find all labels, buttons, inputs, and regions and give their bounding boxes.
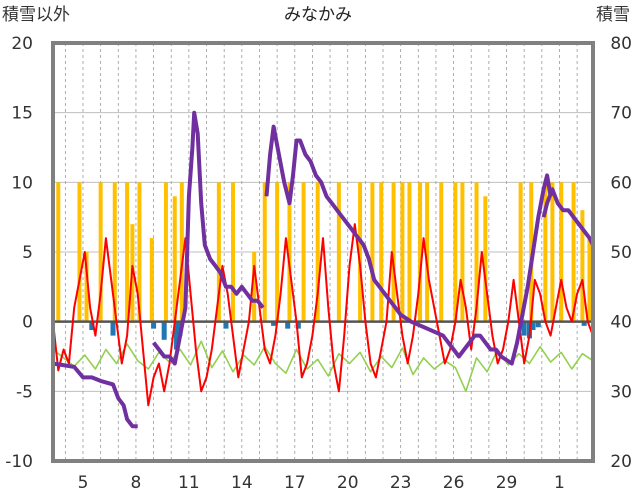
sunshine-bar — [125, 182, 130, 322]
snow_depth-line — [152, 110, 265, 366]
y-right-tick: 80 — [610, 34, 632, 54]
sunshine-bar — [379, 182, 384, 322]
sunshine-bar — [179, 182, 184, 322]
sunshine-bar — [275, 182, 280, 322]
precipitation-bar — [295, 321, 301, 329]
y-right-tick: 40 — [610, 313, 632, 333]
sunshine-bar — [518, 182, 523, 322]
snow_depth-line — [52, 361, 138, 429]
sunshine-bar — [400, 182, 405, 322]
sunshine-bar — [543, 182, 548, 322]
x-tick: 20 — [337, 473, 359, 493]
sunshine-bar — [112, 182, 117, 322]
sunshine-bar — [98, 182, 103, 322]
sunshine-bar — [56, 182, 61, 322]
sunshine-bar — [418, 182, 423, 322]
sunshine-bar — [453, 182, 458, 322]
sunshine-bar — [460, 182, 465, 322]
sunshine-bar — [439, 182, 444, 322]
precipitation-bar — [530, 321, 536, 331]
x-tick: 17 — [284, 473, 306, 493]
x-tick: 26 — [443, 473, 465, 493]
x-tick: 11 — [178, 473, 200, 493]
sunshine-bar — [252, 252, 257, 322]
x-tick: 5 — [78, 473, 89, 493]
line-series — [52, 110, 595, 429]
sunshine-bar — [315, 182, 320, 322]
precipitation-bar — [285, 321, 291, 329]
sunshine-bar — [580, 210, 585, 322]
sunshine-bar — [587, 238, 592, 322]
precipitation-bar — [271, 321, 277, 326]
sunshine-bar — [550, 182, 555, 322]
y-left-tick: -10 — [5, 452, 33, 472]
sunshine-bar — [571, 182, 576, 322]
x-tick: 8 — [131, 473, 142, 493]
sunshine-bar — [483, 196, 488, 322]
plot-frame — [51, 41, 595, 463]
y-left-tick: 10 — [11, 173, 33, 193]
precipitation-bar — [581, 321, 587, 326]
sunshine-bar — [84, 252, 89, 322]
sunshine-bar — [163, 182, 168, 322]
sunshine-bar — [149, 238, 154, 322]
temp_max-line — [52, 223, 594, 407]
precipitation-bar — [223, 321, 229, 329]
snow_depth-line — [541, 187, 595, 246]
x-tick: 29 — [496, 473, 518, 493]
sunshine-bar — [231, 182, 235, 322]
y-left-tick: -5 — [16, 382, 33, 402]
tick-labels: -10 -5 0 5 10 15 20 20 30 40 50 60 70 80 5 8 11 14 17 20 23 2… — [5, 34, 632, 493]
chart-title: みなかみ — [284, 5, 352, 25]
x-tick: 1 — [554, 473, 565, 493]
sunshine-bar — [425, 182, 430, 322]
y-left-tick: 15 — [11, 104, 33, 124]
y-right-tick: 60 — [610, 173, 632, 193]
bar-series — [56, 182, 592, 350]
x-tick: 14 — [231, 473, 253, 493]
precipitation-bar — [151, 321, 157, 329]
y-right-tick: 20 — [610, 452, 632, 472]
y-right-tick: 70 — [610, 104, 632, 124]
precipitation-bar — [161, 321, 167, 340]
sunshine-bar — [474, 182, 479, 322]
precipitation-bar — [535, 321, 541, 328]
sunshine-bar — [137, 182, 142, 322]
right-axis-label: 積雪 — [596, 5, 630, 25]
precipitation-bar — [174, 321, 180, 350]
sunshine-bar — [301, 182, 306, 322]
temp_min-line — [52, 340, 594, 393]
sunshine-bar — [358, 182, 363, 322]
precipitation-bar — [89, 321, 95, 331]
sunshine-bar — [370, 182, 375, 322]
plot-border — [51, 41, 595, 463]
precipitation-bar — [521, 321, 527, 336]
snow_depth-line — [264, 124, 553, 366]
y-left-tick: 20 — [11, 34, 33, 54]
left-axis-label: 積雪以外 — [2, 5, 70, 25]
sunshine-bar — [262, 182, 267, 322]
x-tick: 23 — [390, 473, 412, 493]
y-right-tick: 50 — [610, 243, 632, 263]
sunshine-bar — [407, 182, 412, 322]
sunshine-bar — [336, 182, 341, 322]
sunshine-bar — [391, 182, 396, 322]
sunshine-bar — [287, 182, 292, 322]
sunshine-bar — [77, 182, 82, 322]
y-right-tick: 30 — [610, 382, 632, 402]
sunshine-bar — [216, 182, 221, 322]
precipitation-bar — [110, 321, 116, 336]
sunshine-bar — [172, 196, 177, 322]
sunshine-bar — [559, 182, 564, 322]
grid-lines — [53, 43, 593, 461]
y-left-tick: 5 — [22, 243, 33, 263]
y-left-tick: 0 — [22, 313, 33, 333]
